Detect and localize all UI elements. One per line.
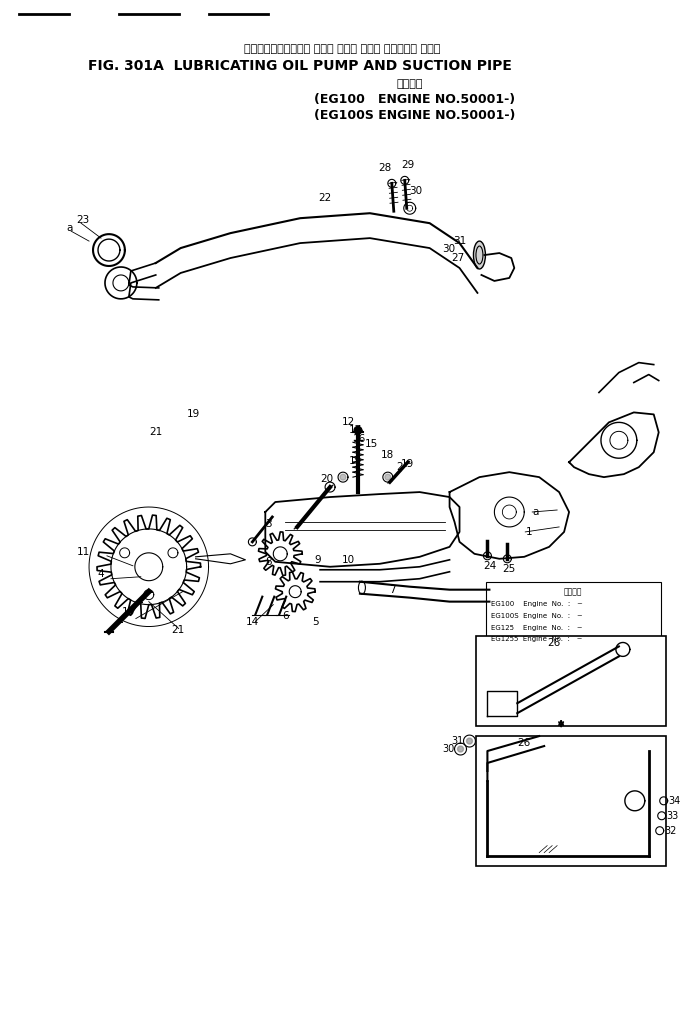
- Text: ルーブリケーティング オイル ポンプ および サクション パイプ: ルーブリケーティング オイル ポンプ および サクション パイプ: [244, 44, 440, 54]
- Ellipse shape: [488, 589, 495, 603]
- Text: (EG100S ENGINE NO.50001-): (EG100S ENGINE NO.50001-): [314, 109, 515, 122]
- Text: 適用号機: 適用号機: [564, 588, 582, 596]
- Text: 7: 7: [390, 585, 396, 595]
- Text: 30: 30: [409, 186, 422, 196]
- Polygon shape: [466, 738, 473, 744]
- Text: 19: 19: [349, 456, 362, 466]
- Text: a: a: [66, 223, 73, 233]
- Text: 32: 32: [664, 826, 677, 836]
- Text: 26: 26: [518, 738, 531, 748]
- Text: 25: 25: [503, 564, 516, 573]
- Ellipse shape: [473, 241, 486, 269]
- Text: 31: 31: [451, 736, 464, 746]
- Text: 30: 30: [443, 744, 455, 754]
- Polygon shape: [354, 426, 362, 434]
- Text: 33: 33: [667, 810, 679, 821]
- Text: 23: 23: [77, 216, 90, 225]
- Text: 4: 4: [98, 569, 104, 578]
- Polygon shape: [340, 474, 346, 480]
- Text: 28: 28: [378, 164, 391, 174]
- Text: 13: 13: [122, 607, 136, 616]
- Text: 3: 3: [265, 519, 272, 529]
- Text: EG125    Engine  No.  :   ~: EG125 Engine No. : ~: [491, 624, 583, 631]
- Text: 27: 27: [451, 253, 464, 263]
- Text: 適用号機: 適用号機: [397, 79, 423, 89]
- Bar: [477, 637, 666, 726]
- Polygon shape: [385, 474, 391, 480]
- Text: 21: 21: [171, 624, 184, 635]
- Text: EG100    Engine  No.  :   ~: EG100 Engine No. : ~: [491, 601, 583, 607]
- Text: a: a: [532, 507, 538, 517]
- Bar: [486, 582, 661, 653]
- Text: (EG100   ENGINE NO.50001-): (EG100 ENGINE NO.50001-): [314, 93, 515, 106]
- Text: 5: 5: [312, 616, 319, 626]
- Text: 34: 34: [669, 796, 681, 805]
- Text: 29: 29: [401, 160, 414, 171]
- Text: 18: 18: [381, 451, 395, 460]
- Text: 11: 11: [77, 547, 90, 557]
- Text: 17: 17: [349, 425, 362, 435]
- Text: 26: 26: [547, 639, 561, 649]
- Text: 16: 16: [353, 434, 366, 445]
- Text: 24: 24: [483, 561, 496, 570]
- Text: 22: 22: [319, 193, 332, 203]
- Text: 20: 20: [321, 474, 334, 484]
- Text: 12: 12: [341, 417, 355, 427]
- Text: 10: 10: [341, 555, 355, 565]
- Text: 21: 21: [149, 427, 162, 437]
- Bar: [477, 736, 666, 866]
- Text: 9: 9: [315, 555, 321, 565]
- Text: 2: 2: [397, 462, 403, 472]
- Text: EG100S  Engine  No.  :   ~: EG100S Engine No. : ~: [491, 612, 583, 618]
- Text: 15: 15: [365, 439, 379, 450]
- Text: 8: 8: [265, 557, 272, 567]
- Text: EG1255  Engine  No.  :   ~: EG1255 Engine No. : ~: [491, 637, 583, 643]
- Text: 6: 6: [282, 610, 288, 620]
- Polygon shape: [458, 746, 464, 752]
- Text: 19: 19: [401, 459, 414, 469]
- Text: 14: 14: [246, 616, 259, 626]
- Text: FIG. 301A  LUBRICATING OIL PUMP AND SUCTION PIPE: FIG. 301A LUBRICATING OIL PUMP AND SUCTI…: [88, 59, 512, 73]
- Text: 31: 31: [453, 236, 466, 246]
- Text: 1: 1: [526, 527, 532, 537]
- Text: 30: 30: [442, 244, 455, 254]
- Text: 19: 19: [187, 410, 200, 419]
